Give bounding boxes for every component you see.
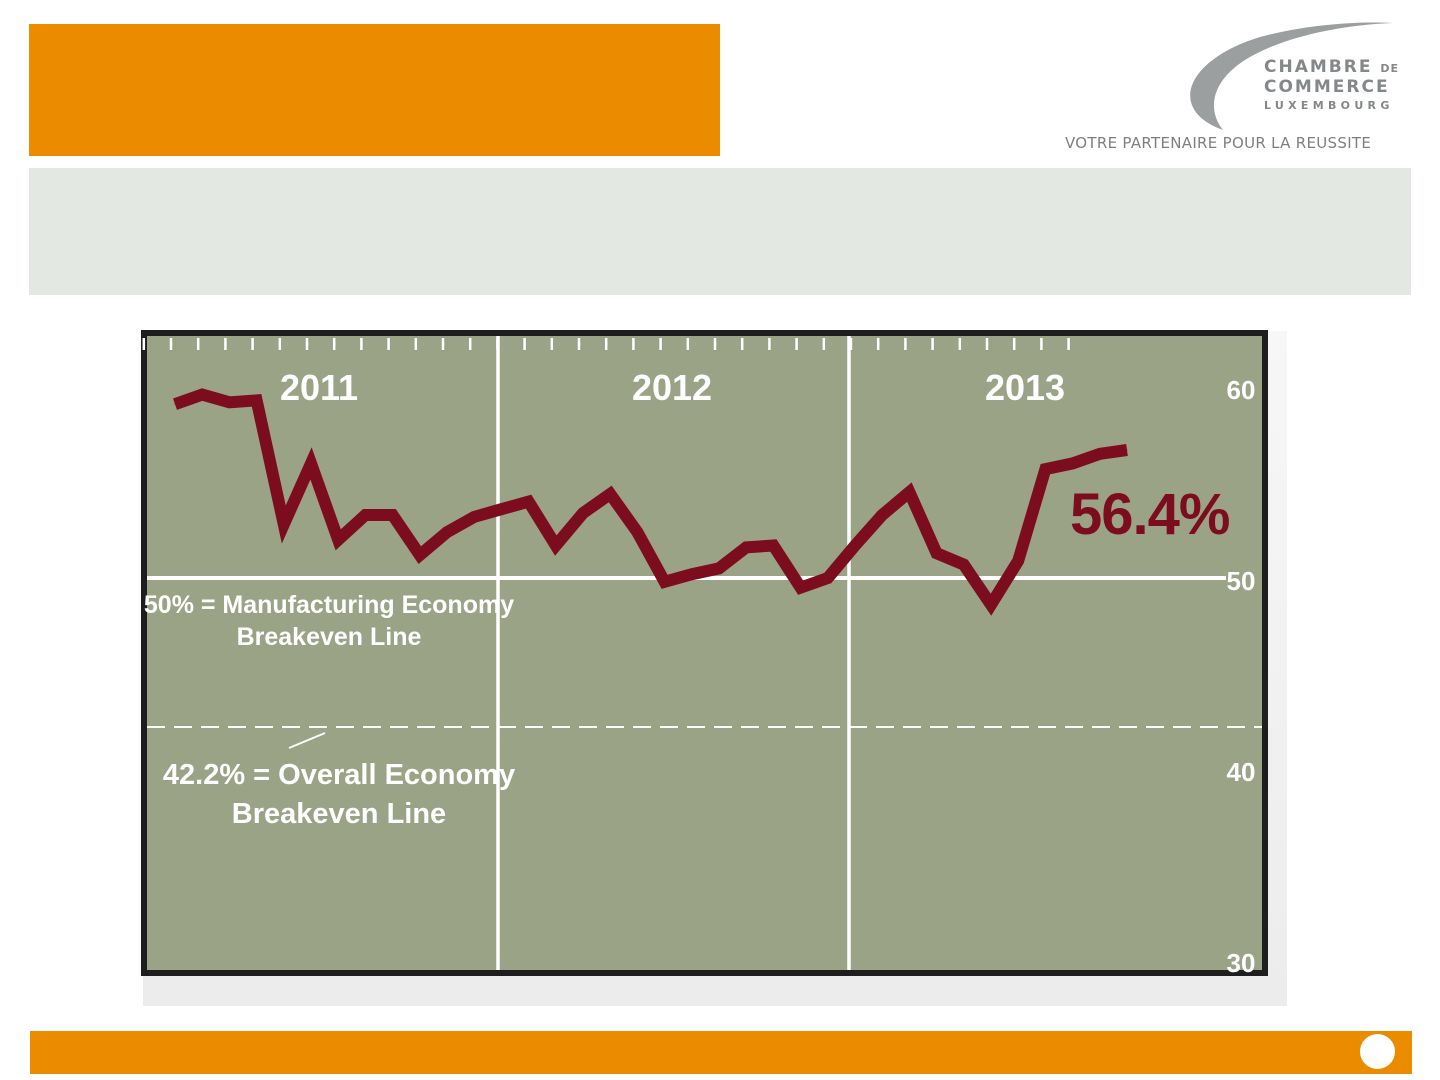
y-tick-label: 30: [1227, 948, 1256, 976]
series-point: [691, 573, 693, 575]
end-value-label: 56.4%: [1070, 482, 1230, 547]
series-point: [609, 493, 611, 495]
series-point: [800, 587, 802, 589]
series-point: [881, 514, 883, 516]
series-point: [228, 401, 230, 403]
series-point: [1017, 560, 1019, 562]
reference-label-line2: Breakeven Line: [232, 798, 446, 830]
series-point: [337, 539, 339, 541]
series-point: [664, 581, 666, 583]
series-point: [174, 403, 176, 405]
series-point: [555, 545, 557, 547]
series-point: [854, 545, 856, 547]
series-point: [364, 514, 366, 516]
series-point: [718, 567, 720, 569]
series-point: [256, 399, 258, 401]
logo-line-chambre: CHAMBRE: [1264, 57, 1373, 77]
series-point: [1044, 468, 1046, 470]
series-point: [963, 564, 965, 566]
plot-frame: [141, 330, 1268, 976]
series-point: [419, 554, 421, 556]
series-point: [310, 462, 312, 464]
series-point: [582, 512, 584, 514]
series-point: [908, 491, 910, 493]
subtitle-band: [29, 168, 1411, 295]
series-point: [1126, 449, 1128, 451]
footer-bar: [30, 1031, 1412, 1074]
year-label: 2013: [985, 367, 1065, 408]
logo-line-de: DE: [1380, 62, 1400, 75]
series-point: [283, 524, 285, 526]
year-label: 2012: [632, 367, 712, 408]
reference-label-line1: 50% = Manufacturing Economy: [144, 591, 514, 619]
series-point: [473, 516, 475, 518]
pmi-line-chart: 2011 2012 2013 60 50 40 30 50% = Manufacturing …: [141, 330, 1268, 976]
series-point: [201, 394, 203, 396]
reference-label-line2: Breakeven Line: [237, 623, 422, 651]
chart-svg: 2011 2012 2013 60 50 40 30 50% = Manufacturing …: [141, 330, 1268, 976]
series-point: [1072, 462, 1074, 464]
series-point: [392, 514, 394, 516]
logo-line-luxembourg: LUXEMBOURG: [1264, 99, 1394, 112]
chamber-of-commerce-logo: CHAMBRE DE COMMERCE LUXEMBOURG VOTRE PAR…: [1055, 15, 1415, 160]
y-tick-label: 50: [1227, 566, 1256, 596]
series-point: [745, 546, 747, 548]
logo-swoosh-icon: [1190, 22, 1393, 130]
series-point: [500, 508, 502, 510]
title-bar: [29, 24, 720, 156]
series-line: [173, 388, 1128, 616]
series-point: [772, 545, 774, 547]
logo-tagline: VOTRE PARTENAIRE POUR LA REUSSITE: [1065, 134, 1372, 152]
series-point: [990, 604, 992, 606]
y-tick-label: 60: [1227, 375, 1256, 405]
series-point: [1099, 453, 1101, 455]
series-point: [446, 531, 448, 533]
reference-label-line1: 42.2% = Overall Economy: [163, 759, 515, 791]
series-point: [936, 552, 938, 554]
y-tick-label: 40: [1227, 757, 1256, 787]
series-point: [827, 577, 829, 579]
logo-line-commerce: COMMERCE: [1264, 77, 1390, 97]
series-point: [636, 531, 638, 533]
page-indicator-dot: [1360, 1034, 1395, 1069]
year-label: 2011: [280, 367, 358, 408]
annotation-pointer: [288, 732, 326, 749]
series-point: [528, 501, 530, 503]
